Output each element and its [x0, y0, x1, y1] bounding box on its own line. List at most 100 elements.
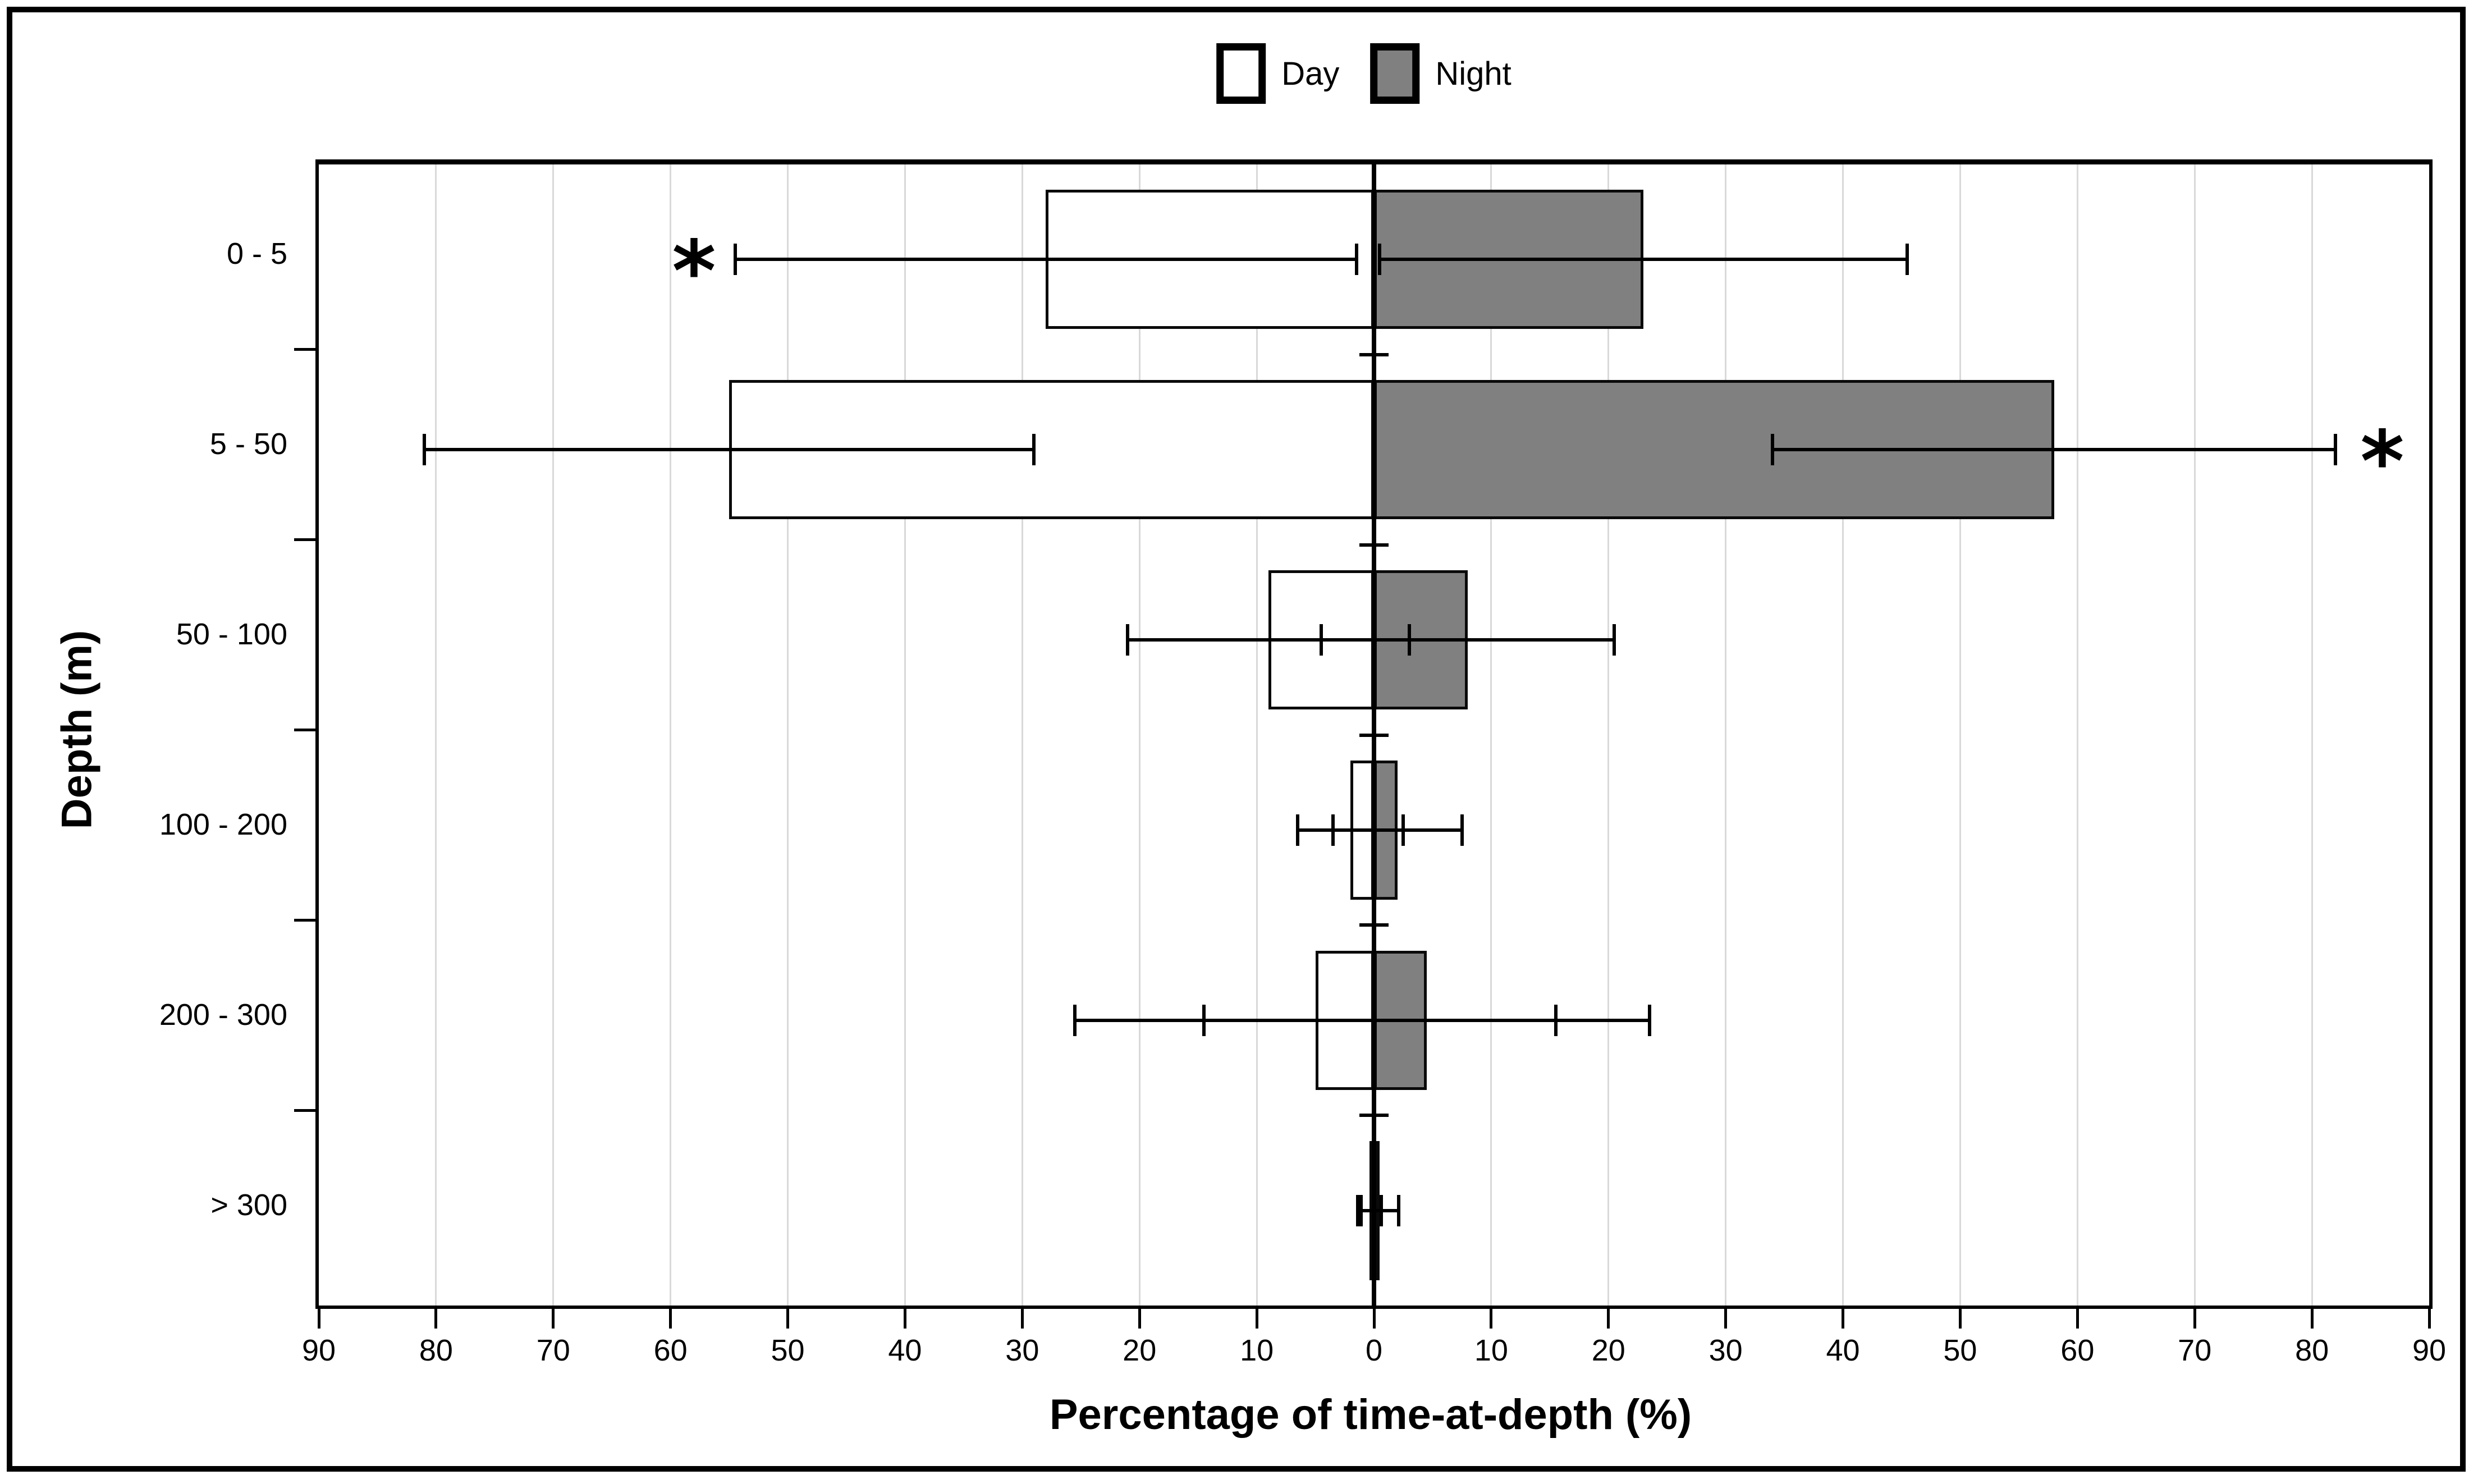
night-error-cap-outer-3: [1613, 624, 1616, 656]
gridline: [904, 164, 906, 1306]
day-swatch: [1216, 43, 1266, 104]
category-label: 0 - 5: [226, 237, 287, 271]
x-tick-label: 40: [1826, 1334, 1860, 1367]
x-axis-tick: [317, 1307, 320, 1329]
gridline: [1021, 164, 1023, 1306]
y-axis-title: Depth (m): [53, 630, 101, 830]
x-axis-tick: [2193, 1307, 2196, 1329]
night-error-bar-4: [1332, 828, 1462, 832]
x-tick-label: 90: [2412, 1334, 2447, 1367]
x-tick-label: 70: [2178, 1334, 2212, 1367]
x-tick-label: 80: [419, 1334, 453, 1367]
x-axis-tick: [1255, 1307, 1258, 1329]
x-axis-title: Percentage of time-at-depth (%): [1049, 1391, 1692, 1439]
category-label: > 300: [210, 1188, 287, 1222]
zero-axis-category-tick: [1359, 733, 1389, 737]
y-axis-tick: [294, 348, 315, 351]
x-tick-label: 30: [1709, 1334, 1743, 1367]
legend-label-day: Day: [1281, 55, 1340, 92]
plot-area: [315, 159, 2433, 1309]
night-error-cap-inner-3: [1320, 624, 1323, 656]
x-tick-label: 60: [653, 1334, 688, 1367]
x-tick-label: 50: [771, 1334, 805, 1367]
zero-axis-category-tick: [1359, 1114, 1389, 1117]
zero-axis-category-tick: [1359, 352, 1389, 356]
x-tick-label: 20: [1123, 1334, 1157, 1367]
significance-asterisk-1: *: [672, 223, 716, 321]
x-axis-tick: [2427, 1307, 2431, 1329]
gridline: [2076, 164, 2078, 1306]
x-tick-label: 40: [888, 1334, 922, 1367]
night-error-cap-inner-1: [1378, 244, 1382, 276]
day-error-cap-outer-3: [1126, 624, 1130, 656]
day-error-cap-inner-1: [1354, 244, 1358, 276]
legend-entry-night: Night: [1370, 43, 1511, 104]
night-error-cap-outer-4: [1460, 814, 1464, 846]
y-axis-tick: [294, 729, 315, 731]
x-axis-tick: [1490, 1307, 1493, 1329]
legend-label-night: Night: [1435, 55, 1511, 92]
day-error-cap-outer-5: [1073, 1004, 1077, 1036]
gridline: [2311, 164, 2313, 1306]
x-axis-tick: [1372, 1307, 1376, 1329]
day-error-cap-outer-4: [1296, 814, 1300, 846]
night-error-cap-inner-4: [1331, 814, 1335, 846]
x-axis-tick: [434, 1307, 438, 1329]
category-label: 100 - 200: [159, 807, 287, 841]
day-error-bar-2: [424, 448, 1034, 452]
x-axis-tick: [1958, 1307, 1962, 1329]
x-tick-label: 10: [1474, 1334, 1508, 1367]
gridline: [1959, 164, 1961, 1306]
x-axis-tick: [1842, 1307, 1845, 1329]
y-axis-tick: [294, 538, 315, 542]
zero-axis-category-tick: [1359, 543, 1389, 547]
night-error-cap-outer-2: [2333, 434, 2337, 466]
day-error-bar-1: [735, 258, 1357, 262]
gridline: [1725, 164, 1727, 1306]
x-axis-tick: [1607, 1307, 1610, 1329]
day-error-cap-outer-1: [733, 244, 737, 276]
gridline: [1490, 164, 1492, 1306]
x-axis-tick: [786, 1307, 790, 1329]
gridline: [552, 164, 555, 1306]
x-tick-label: 20: [1591, 1334, 1625, 1367]
zero-axis-category-tick: [1359, 923, 1389, 927]
night-error-cap-inner-2: [1771, 434, 1775, 466]
x-tick-label: 70: [536, 1334, 570, 1367]
gridline: [787, 164, 789, 1306]
x-axis-tick: [2310, 1307, 2314, 1329]
gridline: [1607, 164, 1610, 1306]
gridline: [670, 164, 672, 1306]
night-error-bar-6: [1361, 1208, 1399, 1212]
legend: Day Night: [1216, 43, 1511, 104]
night-error-bar-1: [1380, 258, 1908, 262]
x-tick-label: 30: [1005, 1334, 1039, 1367]
x-axis-tick: [1138, 1307, 1141, 1329]
figure-frame: Day Night 0 - 5 5 - 50 50 - 100 100 - 200 20…: [7, 7, 2466, 1472]
night-swatch: [1370, 43, 1420, 104]
x-tick-label: 60: [2060, 1334, 2095, 1367]
gridline: [435, 164, 437, 1306]
significance-asterisk-2: *: [2360, 413, 2404, 511]
day-error-cap-inner-2: [1032, 434, 1036, 466]
night-error-cap-outer-1: [1906, 244, 1909, 276]
gridline: [1256, 164, 1258, 1306]
x-axis-tick: [552, 1307, 555, 1329]
x-tick-label: 0: [1365, 1334, 1383, 1367]
y-axis-tick: [294, 1109, 315, 1112]
x-tick-label: 80: [2295, 1334, 2329, 1367]
gridline: [2193, 164, 2196, 1306]
y-axis-tick: [294, 918, 315, 922]
gridline: [1842, 164, 1844, 1306]
day-error-cap-outer-2: [423, 434, 426, 466]
x-axis-tick: [2076, 1307, 2079, 1329]
category-label: 5 - 50: [209, 427, 287, 461]
category-label: 200 - 300: [159, 997, 287, 1032]
night-error-cap-inner-6: [1359, 1194, 1363, 1226]
x-tick-label: 50: [1943, 1334, 1977, 1367]
x-axis-tick: [669, 1307, 672, 1329]
x-axis-tick: [1020, 1307, 1024, 1329]
night-error-bar-2: [1772, 448, 2335, 452]
day-error-bar-3: [1128, 638, 1409, 642]
x-axis-tick: [903, 1307, 906, 1329]
